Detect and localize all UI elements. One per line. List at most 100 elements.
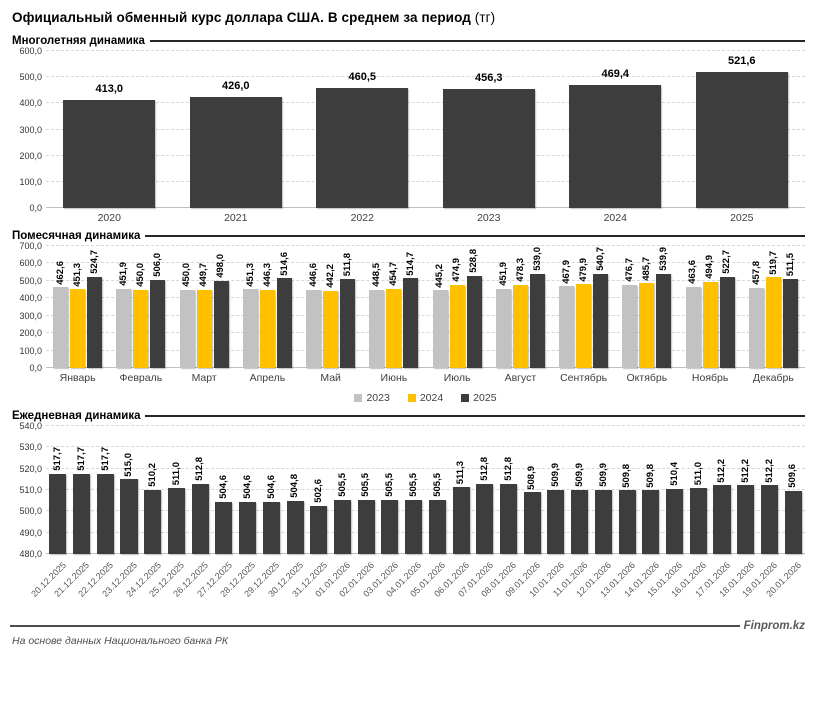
bar (639, 283, 655, 368)
bar (594, 490, 612, 554)
daily-chart: 480,0 490,0 500,0 510,0 520,0 530,0 540,0 517,7… (10, 421, 805, 618)
bar-column: 445,2 (432, 264, 448, 368)
bar-value-label: 463,6 (687, 260, 699, 285)
bar (167, 487, 185, 554)
y-axis: 0,0 100,0 200,0 300,0 400,0 500,0 600,0 (10, 46, 46, 213)
bar-column: 446,6 (306, 263, 322, 368)
bar (120, 479, 138, 554)
bar-value-label: 509,8 (645, 463, 657, 488)
bar-value-label: 511,0 (170, 461, 182, 485)
bar-group: 451,3 446,3 514,6 (236, 246, 299, 368)
bar-value-label: 446,6 (307, 263, 319, 288)
bar-value-label: 476,7 (624, 258, 636, 282)
bar-column: 508,9 (523, 466, 541, 554)
bar-column: 442,2 (323, 264, 339, 368)
bar-slot: 510,4 (663, 426, 687, 554)
header-rule (145, 235, 805, 237)
bar-value-label: 469,4 (601, 68, 630, 81)
legend-swatch (407, 394, 416, 402)
bar-value-label: 512,2 (763, 458, 775, 483)
bar-value-label: 509,9 (597, 463, 609, 488)
bar-slot: 517,7 (70, 426, 94, 554)
bar-column: 512,2 (713, 459, 731, 554)
bar-value-label: 540,7 (594, 246, 606, 271)
legend-label: 2025 (473, 392, 497, 404)
bar-group: 457,8 519,7 511,5 (742, 246, 805, 368)
bar-value-label: 510,4 (668, 462, 680, 487)
bar-group: 463,6 494,9 522,7 (679, 246, 742, 368)
bar-value-label: 426,0 (221, 79, 250, 92)
bar (133, 289, 149, 368)
bar (189, 96, 282, 208)
gridline (46, 262, 805, 264)
bar (695, 71, 788, 208)
bar (87, 276, 103, 368)
bar-column: 512,8 (499, 457, 518, 554)
bar-value-label: 504,6 (241, 474, 253, 499)
legend-swatch (354, 394, 363, 402)
bar-group: 462,6 451,3 524,7 (46, 246, 109, 368)
gridline (46, 50, 805, 51)
bar-column: 512,2 (760, 458, 778, 554)
gridline (46, 510, 805, 512)
bar (702, 281, 718, 368)
y-tick-label: 490,0 (19, 527, 42, 538)
bar-value-label: 449,7 (198, 262, 210, 287)
y-tick-label: 100,0 (19, 176, 42, 187)
bar (310, 505, 328, 554)
bar-column: 451,9 (495, 262, 511, 368)
bar-slot: 511,3 (449, 426, 473, 554)
bar-value-label: 512,8 (194, 457, 206, 482)
x-axis-label: 2025 (730, 212, 754, 224)
bar-column: 505,5 (357, 473, 375, 554)
gridline (46, 446, 805, 448)
bar (784, 490, 802, 554)
bar-slot: 505,5 (354, 426, 378, 554)
section-title-yearly: Многолетняя динамика (12, 35, 145, 47)
page-title-text: Официальный обменный курс доллара США. В… (12, 10, 471, 25)
bar-value-label: 515,0 (123, 452, 135, 477)
bar-value-label: 510,2 (146, 462, 158, 487)
bar (144, 489, 162, 554)
x-axis-labels: 20.12.2025 21.12.2025 22.12.2025 23.12.2025… (29, 554, 805, 618)
bar-column: 509,6 (784, 464, 802, 554)
bar (276, 278, 292, 368)
bar-value-label: 511,0 (692, 461, 704, 485)
bar-column: 413,0 (63, 83, 156, 208)
bar-column: 446,3 (259, 263, 275, 368)
y-tick-label: 500,0 (19, 275, 42, 286)
bar-slot: 505,5 (331, 426, 355, 554)
bar (476, 484, 494, 554)
bar-value-label: 450,0 (181, 262, 193, 287)
bar-column: 463,6 (685, 260, 701, 368)
bar-value-label: 539,0 (531, 247, 543, 272)
bar (405, 499, 423, 554)
bar-column: 511,3 (452, 461, 470, 554)
bar (432, 290, 448, 368)
bar (259, 290, 275, 368)
header-rule (145, 415, 805, 417)
bar-slot: 456,3 (426, 51, 553, 208)
bar-group: 451,9 450,0 506,0 (109, 246, 172, 368)
bar-slot: 512,2 (758, 426, 782, 554)
bar-column: 457,8 (748, 261, 764, 368)
legend-swatch (461, 394, 470, 402)
bar (713, 485, 731, 554)
bar (618, 490, 636, 554)
y-tick-label: 530,0 (19, 442, 42, 453)
bar-column: 510,4 (666, 462, 684, 554)
bar-value-label: 451,9 (118, 262, 130, 287)
y-tick-label: 400,0 (19, 293, 42, 304)
bar (191, 484, 209, 554)
bar-slot: 460,5 (299, 51, 426, 208)
bar-column: 469,4 (569, 68, 662, 208)
bar-value-label: 485,7 (641, 256, 653, 281)
bar (239, 501, 257, 554)
legend-label: 2023 (366, 392, 390, 404)
gridline (46, 180, 805, 182)
bar (593, 273, 609, 368)
bar-value-label: 509,6 (787, 464, 799, 488)
page-title-unit: (тг) (474, 10, 496, 25)
gridline (46, 467, 805, 469)
bar-group: 446,6 442,2 511,8 (299, 246, 362, 368)
